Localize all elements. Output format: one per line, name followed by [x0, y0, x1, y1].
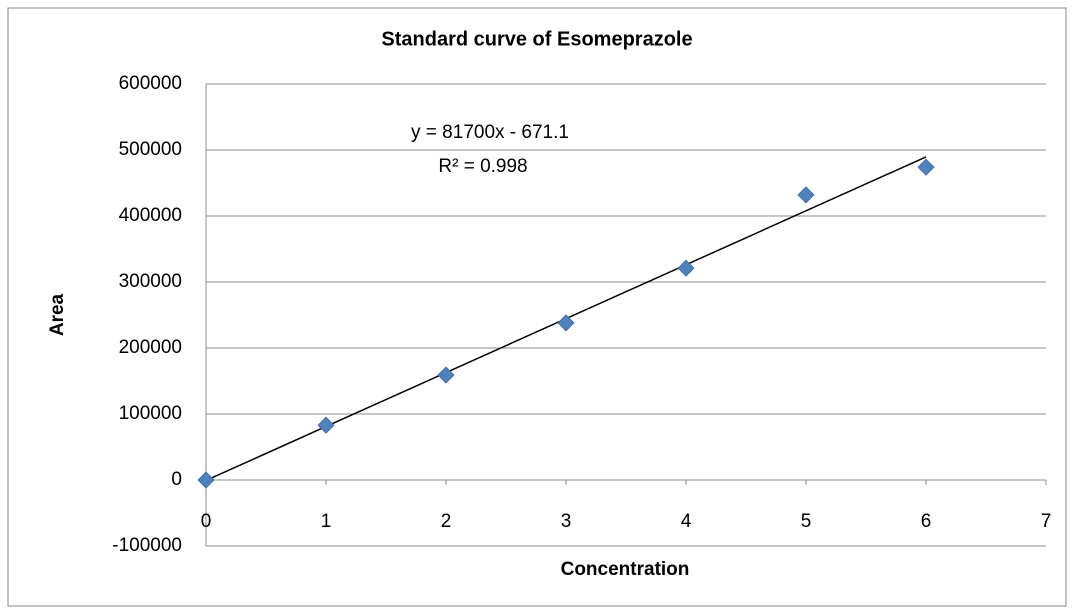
data-point [197, 471, 215, 489]
y-tick-label: 0 [171, 469, 182, 490]
x-tick-label: 0 [201, 511, 212, 532]
data-point [437, 366, 455, 384]
x-tick-label: 4 [681, 511, 692, 532]
y-tick-label: 500000 [119, 139, 182, 160]
y-tick-label: -100000 [112, 535, 182, 556]
chart-border [7, 7, 1067, 607]
x-axis-label: Concentration [561, 559, 690, 580]
x-tick-label: 2 [441, 511, 452, 532]
y-tick-label: 100000 [119, 403, 182, 424]
data-point [797, 186, 815, 204]
data-point [677, 259, 695, 277]
data-point [917, 158, 935, 176]
y-axis-label: Area [47, 293, 68, 336]
y-tick-label: 400000 [119, 205, 182, 226]
x-tick-label: 1 [321, 511, 332, 532]
x-tick-label: 6 [921, 511, 932, 532]
trendline-r-squared: R² = 0.998 [438, 156, 527, 177]
trendline-equation: y = 81700x - 671.1 [411, 122, 569, 143]
y-tick-label: 600000 [119, 73, 182, 94]
chart-title: Standard curve of Esomeprazole [381, 28, 692, 50]
x-tick-label: 7 [1041, 511, 1052, 532]
y-tick-label: 200000 [119, 337, 182, 358]
x-tick-label: 5 [801, 511, 812, 532]
data-point [557, 314, 575, 332]
x-tick-label: 3 [561, 511, 572, 532]
data-point [317, 416, 335, 434]
y-tick-label: 300000 [119, 271, 182, 292]
